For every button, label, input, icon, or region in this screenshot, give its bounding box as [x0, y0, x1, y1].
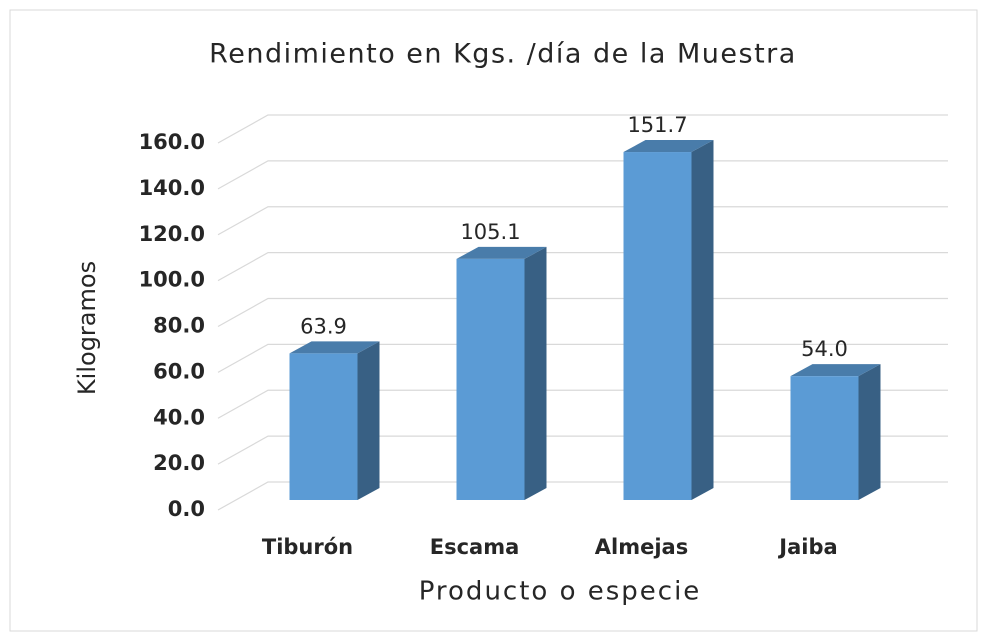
bar — [623, 152, 692, 500]
data-label: 63.9 — [300, 314, 347, 338]
data-label: 151.7 — [627, 113, 687, 137]
bar — [456, 258, 525, 500]
y-tick-label: 40.0 — [153, 405, 205, 429]
grid-line — [217, 297, 948, 328]
grid-line — [217, 343, 948, 373]
grid-line — [217, 252, 948, 282]
grid-line — [217, 160, 948, 190]
data-label: 105.1 — [460, 220, 520, 244]
bar-top — [289, 341, 380, 354]
grid-line — [217, 435, 948, 465]
y-tick-label: 100.0 — [139, 268, 205, 292]
y-axis-title: Kilogramos — [73, 261, 101, 395]
data-label: 54.0 — [801, 337, 848, 361]
bar-side — [524, 246, 547, 500]
bar-side — [691, 140, 714, 500]
bar-top — [790, 364, 881, 377]
x-tick-label: Almejas — [595, 535, 688, 559]
x-tick-label: Tiburón — [262, 535, 353, 559]
grid-line — [217, 481, 948, 511]
y-tick-label: 160.0 — [139, 130, 205, 154]
bar-side — [858, 364, 881, 500]
y-tick-label: 140.0 — [139, 176, 205, 200]
grid-line — [217, 114, 948, 144]
grid-line — [217, 389, 948, 419]
bar-top — [456, 246, 547, 259]
y-tick-label: 120.0 — [139, 222, 205, 246]
x-tick-label: Jaiba — [777, 535, 837, 559]
bar — [289, 353, 358, 500]
y-tick-label: 60.0 — [153, 359, 205, 383]
bar-top — [623, 140, 714, 153]
chart-title: Rendimiento en Kgs. /día de la Muestra — [209, 39, 797, 70]
bar — [790, 376, 859, 500]
grid-line — [217, 206, 948, 236]
y-tick-label: 20.0 — [153, 451, 205, 475]
y-tick-label: 80.0 — [153, 314, 205, 338]
x-tick-label: Escama — [430, 535, 520, 559]
bar-side — [357, 341, 380, 500]
x-axis-title: Producto o especie — [419, 577, 702, 607]
y-tick-label: 0.0 — [168, 497, 205, 521]
